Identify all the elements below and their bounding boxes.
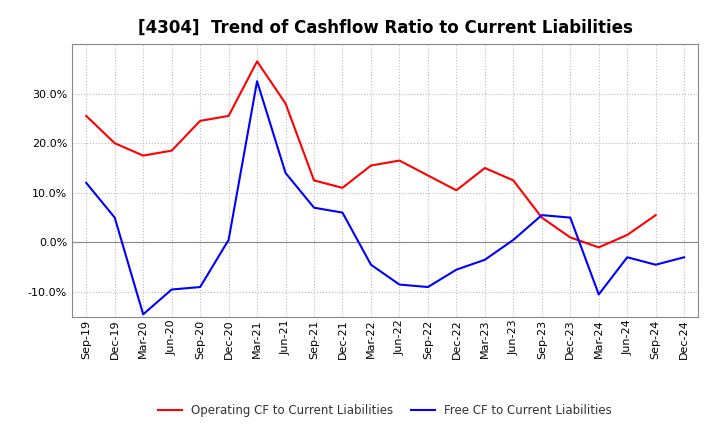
- Operating CF to Current Liabilities: [366, 163, 375, 168]
- Free CF to Current Liabilities: [253, 79, 261, 84]
- Operating CF to Current Liabilities: [110, 140, 119, 146]
- Operating CF to Current Liabilities: [480, 165, 489, 171]
- Free CF to Current Liabilities: [509, 237, 518, 242]
- Operating CF to Current Liabilities: [338, 185, 347, 191]
- Free CF to Current Liabilities: [366, 262, 375, 268]
- Free CF to Current Liabilities: [338, 210, 347, 215]
- Operating CF to Current Liabilities: [225, 113, 233, 118]
- Free CF to Current Liabilities: [537, 213, 546, 218]
- Free CF to Current Liabilities: [196, 284, 204, 290]
- Operating CF to Current Liabilities: [537, 215, 546, 220]
- Line: Free CF to Current Liabilities: Free CF to Current Liabilities: [86, 81, 684, 314]
- Free CF to Current Liabilities: [452, 267, 461, 272]
- Operating CF to Current Liabilities: [167, 148, 176, 153]
- Operating CF to Current Liabilities: [652, 213, 660, 218]
- Operating CF to Current Liabilities: [509, 178, 518, 183]
- Legend: Operating CF to Current Liabilities, Free CF to Current Liabilities: Operating CF to Current Liabilities, Fre…: [153, 399, 617, 422]
- Operating CF to Current Liabilities: [82, 113, 91, 118]
- Operating CF to Current Liabilities: [282, 101, 290, 106]
- Operating CF to Current Liabilities: [310, 178, 318, 183]
- Operating CF to Current Liabilities: [253, 59, 261, 64]
- Free CF to Current Liabilities: [139, 312, 148, 317]
- Operating CF to Current Liabilities: [595, 245, 603, 250]
- Free CF to Current Liabilities: [225, 237, 233, 242]
- Title: [4304]  Trend of Cashflow Ratio to Current Liabilities: [4304] Trend of Cashflow Ratio to Curren…: [138, 19, 633, 37]
- Operating CF to Current Liabilities: [395, 158, 404, 163]
- Free CF to Current Liabilities: [652, 262, 660, 268]
- Free CF to Current Liabilities: [480, 257, 489, 262]
- Operating CF to Current Liabilities: [423, 173, 432, 178]
- Operating CF to Current Liabilities: [566, 235, 575, 240]
- Free CF to Current Liabilities: [423, 284, 432, 290]
- Free CF to Current Liabilities: [110, 215, 119, 220]
- Operating CF to Current Liabilities: [623, 232, 631, 238]
- Free CF to Current Liabilities: [310, 205, 318, 210]
- Free CF to Current Liabilities: [680, 255, 688, 260]
- Operating CF to Current Liabilities: [139, 153, 148, 158]
- Free CF to Current Liabilities: [82, 180, 91, 186]
- Free CF to Current Liabilities: [167, 287, 176, 292]
- Line: Operating CF to Current Liabilities: Operating CF to Current Liabilities: [86, 61, 656, 247]
- Operating CF to Current Liabilities: [452, 188, 461, 193]
- Free CF to Current Liabilities: [595, 292, 603, 297]
- Free CF to Current Liabilities: [395, 282, 404, 287]
- Free CF to Current Liabilities: [566, 215, 575, 220]
- Operating CF to Current Liabilities: [196, 118, 204, 124]
- Free CF to Current Liabilities: [282, 170, 290, 176]
- Free CF to Current Liabilities: [623, 255, 631, 260]
